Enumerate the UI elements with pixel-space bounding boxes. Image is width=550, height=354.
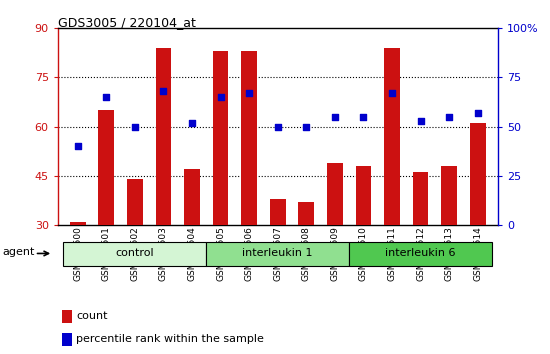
- Point: [416, 118, 425, 124]
- Bar: [384, 48, 400, 323]
- Bar: [241, 51, 257, 323]
- Point: [216, 94, 225, 100]
- Bar: [441, 166, 457, 323]
- Point: [302, 124, 311, 129]
- Bar: [356, 166, 371, 323]
- Point: [159, 88, 168, 94]
- Text: GDS3005 / 220104_at: GDS3005 / 220104_at: [58, 16, 196, 29]
- Text: interleukin 6: interleukin 6: [386, 249, 456, 258]
- Bar: [327, 162, 343, 323]
- Text: interleukin 1: interleukin 1: [243, 249, 313, 258]
- Point: [188, 120, 196, 125]
- Bar: [70, 222, 86, 323]
- Bar: [412, 172, 428, 323]
- Bar: [62, 310, 72, 323]
- FancyBboxPatch shape: [349, 242, 492, 266]
- FancyBboxPatch shape: [206, 242, 349, 266]
- Point: [388, 90, 397, 96]
- Point: [245, 90, 254, 96]
- Text: count: count: [76, 312, 108, 321]
- Bar: [62, 333, 72, 346]
- Point: [331, 114, 339, 120]
- Bar: [156, 48, 171, 323]
- Point: [102, 94, 111, 100]
- Point: [474, 110, 482, 116]
- Bar: [127, 179, 143, 323]
- Text: control: control: [116, 249, 154, 258]
- Bar: [299, 202, 314, 323]
- Point: [73, 143, 82, 149]
- Text: agent: agent: [3, 247, 35, 257]
- Point: [359, 114, 368, 120]
- Bar: [213, 51, 228, 323]
- Point: [130, 124, 139, 129]
- Bar: [270, 199, 285, 323]
- FancyBboxPatch shape: [63, 242, 206, 266]
- Point: [273, 124, 282, 129]
- Bar: [98, 110, 114, 323]
- Bar: [184, 169, 200, 323]
- Text: percentile rank within the sample: percentile rank within the sample: [76, 335, 264, 344]
- Bar: [470, 123, 486, 323]
- Point: [445, 114, 454, 120]
